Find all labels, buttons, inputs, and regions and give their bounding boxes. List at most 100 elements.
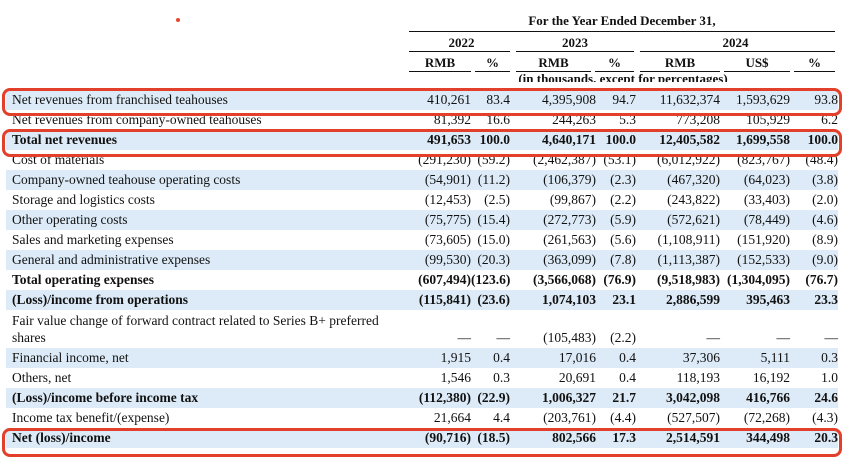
cell-value: 1.0 [821, 370, 838, 385]
cell-value: 773,208 [676, 112, 720, 127]
units-note: (in thousands, except for percentages) [518, 72, 728, 82]
cell-value: 0.3 [790, 348, 838, 368]
cell-value: 244,263 [552, 112, 596, 127]
row-label: (Loss)/income before income tax [6, 388, 409, 408]
table-row: (Loss)/income from operations (115,841) (2… [6, 290, 838, 310]
cell-value: 100.0 [790, 130, 838, 150]
cell-value: (48.4) [805, 152, 838, 167]
table-row: Cost of materials (291,230) (59.2) (2,462,3… [6, 150, 838, 170]
cell-value: (3,566,068) [533, 272, 596, 287]
cell-value: 1,074,103 [510, 290, 596, 310]
col-rule [724, 71, 790, 72]
cell-value: 3,042,098 [636, 388, 720, 408]
cell-value: 12,405,582 [636, 130, 720, 150]
cell-value: 94.7 [596, 90, 636, 110]
cell-value: 81,392 [433, 112, 471, 127]
cell-value: (20.3) [471, 250, 510, 270]
cell-value: (5.6) [610, 232, 636, 247]
cell-value: (243,822) [667, 192, 720, 207]
cell-value: 395,463 [720, 290, 790, 310]
row-label: Total net revenues [6, 130, 409, 150]
cell-value: 4,395,908 [510, 90, 596, 110]
cell-value: (363,099) [510, 250, 596, 270]
cell-value: (76.7) [805, 272, 838, 287]
table-row: Net revenues from franchised teahouses 41… [6, 90, 838, 110]
cell-value: (2.0) [812, 192, 838, 207]
cell-value: 2,886,599 [636, 290, 720, 310]
cell-value: (23.6) [471, 290, 510, 310]
cell-value: (22.9) [471, 388, 510, 408]
table-row: General and administrative expenses (99,5… [6, 250, 838, 270]
year-rule-2022 [409, 51, 510, 52]
cell-value: (9,518,983) [657, 272, 720, 287]
row-label: Net revenues from company-owned teahouse… [12, 112, 262, 127]
cell-value: 4,640,171 [510, 130, 596, 150]
cell-value: (2,462,387) [533, 152, 596, 167]
cell-value: (112,380) [409, 388, 471, 408]
col-rmb-2024: RMB [664, 55, 696, 70]
table-row: Total net revenues 491,653 100.0 4,640,171 1… [6, 130, 838, 150]
cell-value: 1,915 [409, 348, 471, 368]
row-label: Sales and marketing expenses [12, 232, 174, 247]
col-rule [409, 71, 471, 72]
cell-value: (64,023) [720, 170, 790, 190]
col-rule [595, 71, 634, 72]
table-row: Others, net 1,546 0.3 20,691 0.4 118,193 16,19… [6, 368, 838, 388]
cell-value: (1,108,911) [657, 232, 721, 247]
cell-value: (99,867) [549, 192, 596, 207]
cell-value: 344,498 [720, 428, 790, 448]
cell-value: 17.3 [596, 428, 636, 448]
cell-value: (527,507) [667, 410, 720, 425]
cell-value: (7.8) [596, 250, 636, 270]
cell-value: 0.3 [493, 370, 510, 385]
cell-value: 0.4 [471, 348, 510, 368]
col-usd-2024: US$ [745, 55, 769, 70]
header-rule [409, 31, 835, 32]
cell-value: (4.3) [812, 410, 838, 425]
col-pct-2022: % [486, 55, 499, 70]
cell-value: (15.0) [477, 232, 510, 247]
cell-value: (203,761) [543, 410, 596, 425]
cell-value: (11.2) [471, 170, 510, 190]
cell-value: (54,901) [409, 170, 471, 190]
cell-value: (75,775) [409, 210, 471, 230]
cell-value: 20,691 [558, 370, 596, 385]
cell-value: 2,514,591 [636, 428, 720, 448]
table-header: For the Year Ended December 31, 2022 202… [0, 0, 850, 90]
cell-value: (18.5) [471, 428, 510, 448]
table-row: Income tax benefit/(expense) 21,664 4.4 (20… [6, 408, 838, 428]
cell-value: (4.6) [790, 210, 838, 230]
col-rule [640, 71, 720, 72]
cell-value: (33,403) [743, 192, 790, 207]
cell-value: (3.8) [790, 170, 838, 190]
cell-value: 24.6 [790, 388, 838, 408]
table-row: Fair value change of forward contract re… [6, 310, 838, 348]
row-label: (Loss)/income from operations [6, 290, 409, 310]
cell-value: 23.1 [596, 290, 636, 310]
row-label: Total operating expenses [12, 272, 155, 287]
year-rule-2023 [516, 51, 634, 52]
cell-value: (272,773) [510, 210, 596, 230]
cell-value: (9.0) [790, 250, 838, 270]
year-rule-2024 [640, 51, 835, 52]
table-row: Other operating costs (75,775) (15.4) (272,… [6, 210, 838, 230]
row-label: Storage and logistics costs [12, 192, 155, 207]
cell-value: (15.4) [471, 210, 510, 230]
cell-value: 1,699,558 [720, 130, 790, 150]
period-caption: For the Year Ended December 31, [528, 13, 716, 28]
cell-value: 1,546 [440, 370, 471, 385]
cell-value: (607,494) [418, 272, 471, 287]
cell-value: (78,449) [720, 210, 790, 230]
col-rmb-2022: RMB [424, 55, 456, 70]
cell-value: 11,632,374 [636, 90, 720, 110]
col-pct-2023: % [608, 55, 621, 70]
cell-value: 0.4 [619, 370, 636, 385]
cell-value: 1,006,327 [510, 388, 596, 408]
cell-value: 5.3 [619, 112, 636, 127]
col-rule [475, 71, 510, 72]
cell-value: 802,566 [510, 428, 596, 448]
cell-value: (152,533) [720, 250, 790, 270]
col-rule [794, 71, 835, 72]
table-row: Storage and logistics costs (12,453) (2.5)… [6, 190, 838, 210]
row-label: Net (loss)/income [6, 428, 409, 448]
